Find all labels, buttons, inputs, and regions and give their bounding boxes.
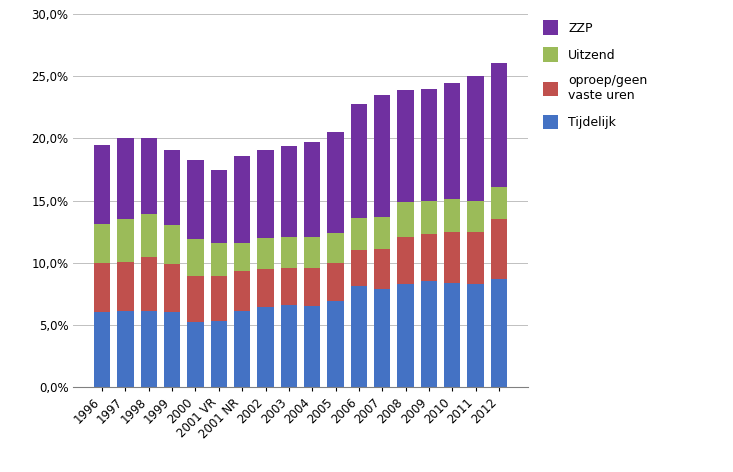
Bar (421, 201, 437, 234)
Bar (468, 284, 484, 387)
Bar (164, 226, 180, 264)
Bar (257, 238, 273, 269)
Bar (397, 284, 413, 387)
Bar (257, 269, 273, 307)
Bar (491, 219, 507, 279)
Bar (117, 219, 133, 261)
Bar (350, 104, 367, 218)
Bar (234, 271, 251, 311)
Bar (234, 311, 251, 387)
Bar (188, 322, 204, 387)
Bar (281, 146, 297, 236)
Bar (94, 263, 110, 312)
Bar (350, 218, 367, 250)
Bar (164, 264, 180, 312)
Bar (210, 243, 227, 277)
Bar (141, 257, 157, 311)
Bar (468, 232, 484, 284)
Bar (188, 239, 204, 277)
Bar (234, 156, 251, 243)
Bar (421, 281, 437, 387)
Bar (350, 250, 367, 287)
Bar (397, 90, 413, 202)
Bar (397, 236, 413, 284)
Bar (374, 95, 391, 217)
Bar (117, 138, 133, 219)
Bar (444, 283, 460, 387)
Bar (468, 201, 484, 232)
Bar (281, 305, 297, 387)
Bar (210, 169, 227, 243)
Bar (397, 202, 413, 236)
Bar (94, 312, 110, 387)
Bar (374, 289, 391, 387)
Bar (304, 142, 320, 236)
Bar (141, 214, 157, 257)
Bar (374, 249, 391, 289)
Bar (141, 138, 157, 214)
Bar (328, 263, 344, 301)
Bar (164, 150, 180, 226)
Bar (468, 76, 484, 201)
Bar (444, 199, 460, 232)
Bar (421, 234, 437, 281)
Legend: ZZP, Uitzend, oproep/geen
vaste uren, Tijdelijk: ZZP, Uitzend, oproep/geen vaste uren, Ti… (543, 20, 647, 129)
Bar (491, 63, 507, 187)
Bar (491, 187, 507, 219)
Bar (444, 232, 460, 283)
Bar (444, 83, 460, 199)
Bar (188, 160, 204, 239)
Bar (374, 217, 391, 249)
Bar (257, 150, 273, 238)
Bar (350, 287, 367, 387)
Bar (281, 236, 297, 268)
Bar (491, 279, 507, 387)
Bar (117, 261, 133, 311)
Bar (328, 132, 344, 233)
Bar (304, 268, 320, 306)
Bar (210, 277, 227, 321)
Bar (94, 224, 110, 263)
Bar (188, 277, 204, 322)
Bar (304, 236, 320, 268)
Bar (281, 268, 297, 305)
Bar (328, 233, 344, 263)
Bar (117, 311, 133, 387)
Bar (328, 301, 344, 387)
Bar (141, 311, 157, 387)
Bar (94, 144, 110, 224)
Bar (421, 89, 437, 201)
Bar (210, 321, 227, 387)
Bar (304, 306, 320, 387)
Bar (234, 243, 251, 271)
Bar (257, 307, 273, 387)
Bar (164, 312, 180, 387)
